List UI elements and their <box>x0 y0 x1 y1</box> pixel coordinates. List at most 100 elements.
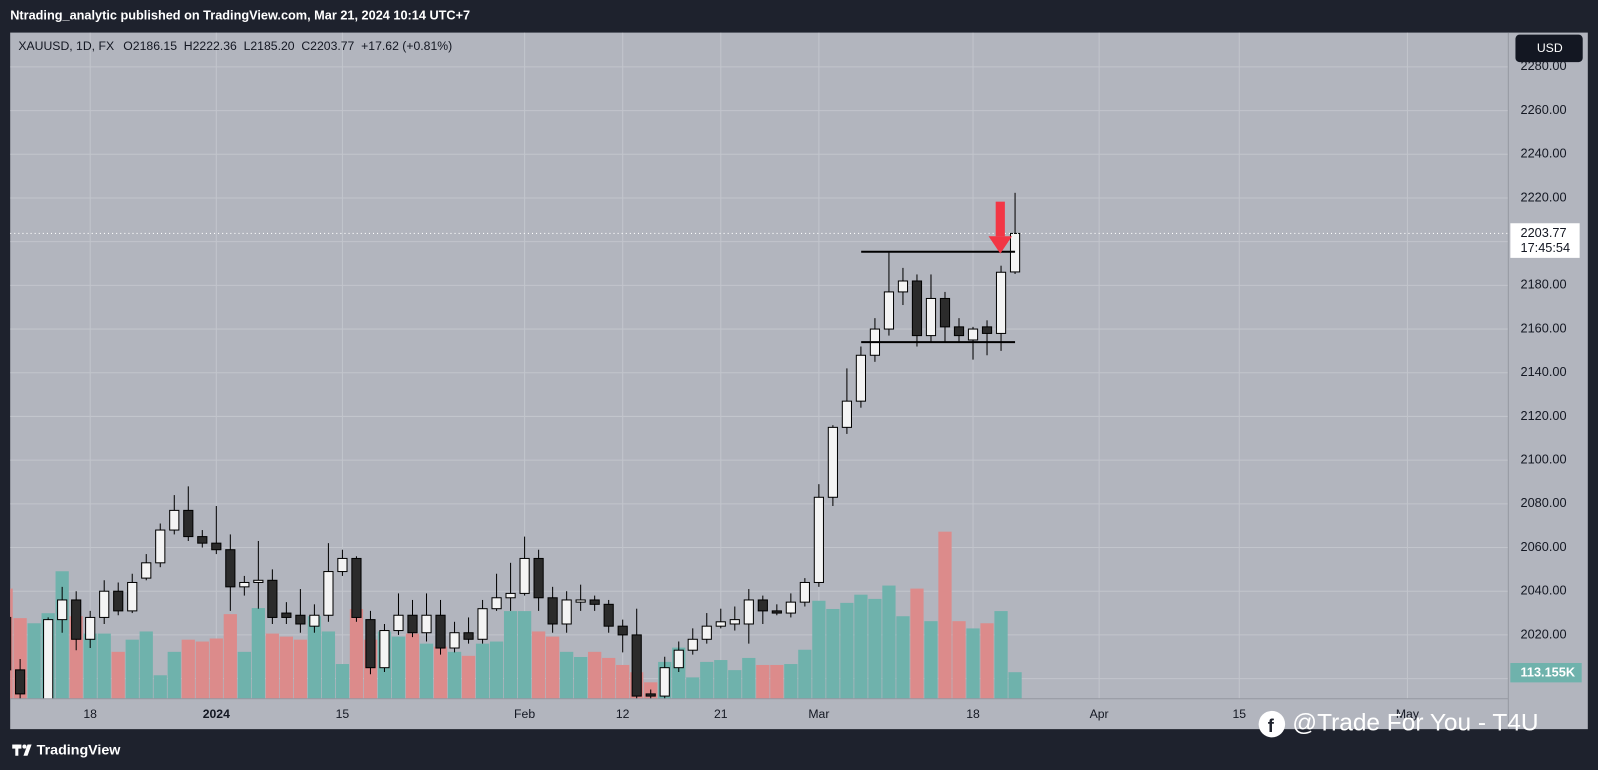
candle-body <box>393 614 404 632</box>
y-tick-label: 2020.00 <box>1521 626 1567 641</box>
currency-button[interactable] <box>1515 34 1583 63</box>
x-tick-label: Mar <box>808 707 829 721</box>
candle-body <box>141 562 152 579</box>
y-tick-label: 2080.00 <box>1521 495 1567 510</box>
candle-body <box>155 529 166 564</box>
candle-body <box>127 581 138 612</box>
candle-body <box>71 599 82 640</box>
volume-bar <box>111 651 125 699</box>
x-tick-label: 15 <box>336 707 350 721</box>
overlay-layer: 2000.002020.002040.002060.002080.002100.… <box>10 58 1582 721</box>
volume-bar <box>924 621 938 699</box>
countdown: 17:45:54 <box>1521 240 1571 255</box>
candle-body <box>379 630 390 669</box>
volume-bar <box>503 611 518 699</box>
y-tick-label: 2100.00 <box>1521 451 1567 466</box>
volume-bar <box>447 651 462 699</box>
y-tick-label: 2120.00 <box>1521 408 1567 423</box>
candle-body <box>197 536 208 544</box>
y-tick-label: 2260.00 <box>1521 102 1567 117</box>
candle-body <box>939 297 951 328</box>
candle-body <box>575 599 586 603</box>
candle-body <box>785 601 796 614</box>
volume-bar <box>868 598 882 699</box>
x-tick-label: 2024 <box>203 707 230 721</box>
candle-body <box>953 326 965 337</box>
candle-body <box>981 326 993 334</box>
candle-body <box>925 297 937 337</box>
y-tick-label: 2180.00 <box>1521 277 1567 292</box>
volume-bar <box>560 651 574 699</box>
y-tick-label: 2240.00 <box>1521 146 1567 161</box>
volume-bar <box>812 600 826 699</box>
volume-bar <box>125 639 139 699</box>
candle-body <box>253 579 264 583</box>
candle-body <box>113 590 124 612</box>
candle-body <box>57 599 68 621</box>
candle-body <box>239 581 250 588</box>
volume-bar <box>882 585 896 699</box>
candle-body <box>281 612 292 618</box>
last-price-box <box>1510 223 1580 258</box>
candle-body <box>407 614 418 634</box>
candle-body <box>169 509 180 531</box>
volume-bar <box>700 661 714 699</box>
candle-body <box>351 557 362 618</box>
currency-label[interactable]: USD <box>1537 41 1563 55</box>
volume-bar <box>910 588 924 699</box>
volume-bar <box>714 660 728 699</box>
candle-body <box>701 625 712 640</box>
candle-body <box>435 614 446 649</box>
volume-bar <box>237 651 251 699</box>
volume-bar <box>896 616 910 699</box>
candle-body <box>603 603 614 627</box>
volume-bar <box>27 623 41 699</box>
candle-body <box>10 616 12 671</box>
volume-bar <box>798 649 812 699</box>
candle-body <box>43 619 54 699</box>
tv-logo <box>12 744 32 756</box>
candle-body <box>491 597 502 610</box>
candle-body <box>309 614 320 627</box>
volume-bar <box>139 631 153 699</box>
volume-bar <box>574 657 588 699</box>
candle-body <box>715 621 726 627</box>
candle-body <box>519 557 530 594</box>
volume-bar <box>588 651 602 699</box>
footer-bar <box>0 729 1598 770</box>
volume-bar <box>770 664 784 699</box>
volume-bar <box>307 616 322 699</box>
candle-body <box>771 610 782 614</box>
candle-body <box>505 592 516 599</box>
candle-body <box>365 619 376 669</box>
volume-bar <box>938 531 952 699</box>
candle-body <box>323 571 334 616</box>
candle-body <box>897 280 909 293</box>
y-tick-label: 2140.00 <box>1521 364 1567 379</box>
candle-body <box>337 557 348 573</box>
volume-bar <box>517 611 532 699</box>
last-volume-box <box>1510 663 1582 683</box>
volume-bar <box>475 643 490 699</box>
grid <box>10 32 1509 699</box>
volume-bar <box>209 638 223 699</box>
volume-bar <box>966 628 980 699</box>
volume-bar <box>405 633 420 699</box>
arrow-shaft <box>995 201 1005 237</box>
volume-bar <box>335 664 350 699</box>
volume-bar <box>546 636 560 699</box>
candle-body <box>687 638 698 651</box>
volume-bar <box>756 664 770 699</box>
candle-body <box>883 291 895 330</box>
candle-body <box>659 667 670 697</box>
candle-body <box>799 581 810 603</box>
x-tick-label: May <box>1396 707 1420 721</box>
publisher: Ntrading_analytic published on TradingVi… <box>10 8 470 23</box>
candle-body <box>673 649 684 669</box>
volume-bar <box>265 633 279 699</box>
candle-body <box>911 280 923 337</box>
y-tick-label: 2060.00 <box>1521 539 1567 554</box>
volume-bar <box>321 631 336 699</box>
candle-body <box>295 614 306 625</box>
